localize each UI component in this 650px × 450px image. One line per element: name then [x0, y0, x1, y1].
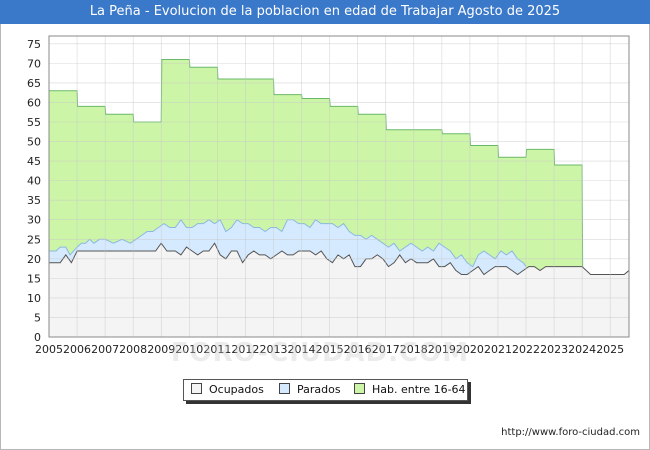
watermark: FORO-CIUDAD.COM [170, 338, 470, 368]
title-bar [0, 0, 650, 24]
x-tick-label: 2005 [35, 343, 63, 356]
y-tick-label: 5 [34, 311, 41, 324]
x-tick-label: 2015 [316, 343, 344, 356]
y-tick-label: 20 [27, 253, 41, 266]
legend: Ocupados Parados Hab. entre 16-64 [183, 379, 468, 401]
legend-label-parados: Parados [297, 383, 341, 396]
y-tick-label: 0 [34, 331, 41, 344]
x-tick-label: 2024 [568, 343, 596, 356]
x-tick-label: 2014 [288, 343, 316, 356]
line-ocupados [49, 242, 630, 276]
x-tick-label: 2013 [259, 343, 287, 356]
y-tick-label: 30 [27, 214, 41, 227]
y-tick-label: 75 [27, 38, 41, 51]
x-tick-label: 2025 [596, 343, 624, 356]
legend-label-ocupados: Ocupados [209, 383, 264, 396]
x-tick-label: 2008 [119, 343, 147, 356]
source-link[interactable]: http://www.foro-ciudad.com [501, 427, 640, 438]
x-tick-label: 2010 [175, 343, 203, 356]
legend-swatch-parados [279, 383, 290, 394]
chart-title: La Peña - Evolucion de la poblacion en e… [89, 4, 561, 19]
y-tick-label: 70 [27, 57, 41, 70]
area-ocupados [49, 243, 629, 337]
y-tick-label: 55 [27, 116, 41, 129]
legend-item-ocupados: Ocupados [191, 383, 264, 397]
x-tick-label: 2019 [428, 343, 456, 356]
x-tick-label: 2018 [400, 343, 428, 356]
x-tick-label: 2023 [540, 343, 568, 356]
y-tick-label: 45 [27, 155, 41, 168]
x-tick-label: 2022 [512, 343, 540, 356]
y-tick-label: 10 [27, 292, 41, 305]
x-tick-label: 2011 [203, 343, 231, 356]
y-tick-label: 50 [27, 136, 41, 149]
y-tick-label: 60 [27, 96, 41, 109]
x-tick-label: 2009 [147, 343, 175, 356]
legend-swatch-hab [354, 383, 365, 394]
legend-label-hab: Hab. entre 16-64 [372, 383, 466, 396]
x-tick-label: 2007 [91, 343, 119, 356]
x-tick-label: 2017 [372, 343, 400, 356]
legend-swatch-ocupados [191, 383, 202, 394]
plot-border [48, 35, 630, 338]
legend-item-parados: Parados [279, 383, 341, 397]
x-tick-label: 2020 [456, 343, 484, 356]
x-tick-label: 2016 [344, 343, 372, 356]
y-tick-label: 40 [27, 175, 41, 188]
y-tick-label: 15 [27, 272, 41, 285]
x-tick-label: 2021 [484, 343, 512, 356]
x-tick-label: 2006 [63, 343, 91, 356]
x-tick-label: 2012 [231, 343, 259, 356]
y-tick-label: 35 [27, 194, 41, 207]
legend-item-hab: Hab. entre 16-64 [354, 383, 466, 397]
y-tick-label: 25 [27, 233, 41, 246]
y-tick-label: 65 [27, 77, 41, 90]
